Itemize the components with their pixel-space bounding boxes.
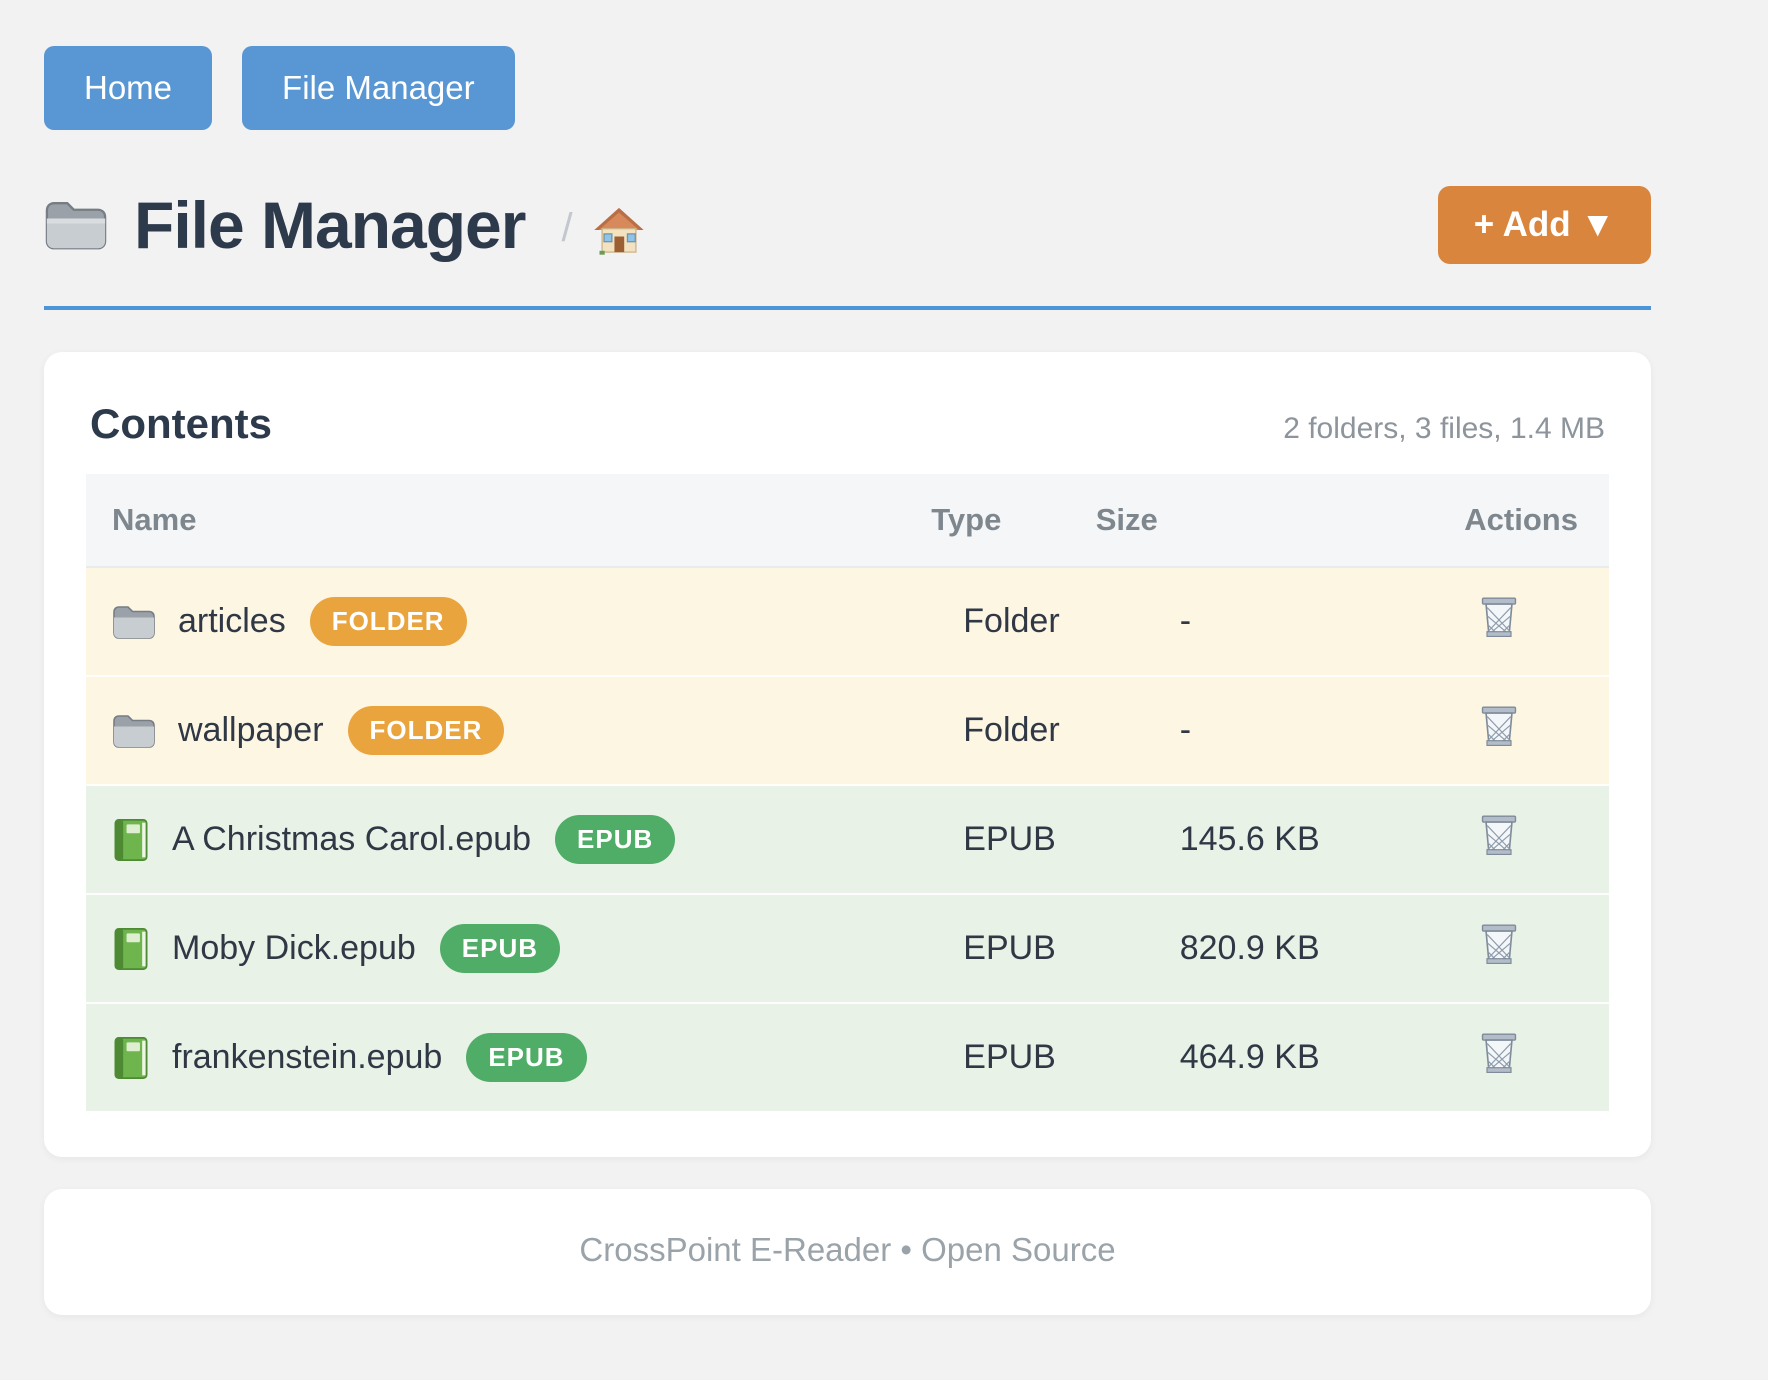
type-badge: EPUB — [466, 1033, 586, 1082]
table-row: Moby Dick.epub EPUB EPUB 820.9 KB — [86, 894, 1609, 1003]
table-row: wallpaper FOLDER Folder - — [86, 676, 1609, 785]
type-badge: FOLDER — [348, 706, 505, 755]
table-row: frankenstein.epub EPUB EPUB 464.9 KB — [86, 1003, 1609, 1111]
folder-icon — [44, 198, 108, 252]
breadcrumb-nav: Home File Manager — [44, 0, 1651, 130]
footer-card: CrossPoint E-Reader • Open Source — [44, 1189, 1651, 1315]
file-size: 145.6 KB — [1096, 785, 1465, 894]
green-book-icon — [112, 817, 150, 863]
file-size: - — [1096, 567, 1465, 676]
file-size: - — [1096, 676, 1465, 785]
breadcrumb-separator: / — [561, 206, 572, 251]
file-type: EPUB — [931, 1003, 1095, 1111]
contents-card-header: Contents 2 folders, 3 files, 1.4 MB — [86, 382, 1609, 474]
trash-icon — [1479, 812, 1519, 858]
trash-icon — [1479, 921, 1519, 967]
green-book-icon — [112, 926, 150, 972]
trash-icon — [1479, 703, 1519, 749]
file-type: EPUB — [931, 785, 1095, 894]
file-size: 820.9 KB — [1096, 894, 1465, 1003]
file-type: Folder — [931, 567, 1095, 676]
column-header-size: Size — [1096, 474, 1465, 567]
table-row: articles FOLDER Folder - — [86, 567, 1609, 676]
delete-button[interactable] — [1464, 703, 1519, 749]
table-header-row: Name Type Size Actions — [86, 474, 1609, 567]
file-type: EPUB — [931, 894, 1095, 1003]
file-name-link[interactable]: articles — [178, 602, 286, 641]
delete-button[interactable] — [1464, 594, 1519, 640]
delete-button[interactable] — [1464, 921, 1519, 967]
footer-text: CrossPoint E-Reader • Open Source — [44, 1231, 1651, 1269]
title-wrap: File Manager / — [44, 187, 645, 263]
folder-icon — [112, 713, 156, 749]
table-row: A Christmas Carol.epub EPUB EPUB 145.6 K… — [86, 785, 1609, 894]
contents-card: Contents 2 folders, 3 files, 1.4 MB Name… — [44, 352, 1651, 1157]
type-badge: FOLDER — [310, 597, 467, 646]
page-header: File Manager / + Add ▼ — [44, 186, 1651, 264]
column-header-name: Name — [86, 474, 931, 567]
delete-button[interactable] — [1464, 1030, 1519, 1076]
contents-summary: 2 folders, 3 files, 1.4 MB — [1283, 412, 1605, 446]
trash-icon — [1479, 594, 1519, 640]
file-size: 464.9 KB — [1096, 1003, 1465, 1111]
file-table: Name Type Size Actions articles FOLDER F — [86, 474, 1609, 1111]
file-type: Folder — [931, 676, 1095, 785]
delete-button[interactable] — [1464, 812, 1519, 858]
contents-heading: Contents — [90, 400, 272, 448]
file-name-link[interactable]: Moby Dick.epub — [172, 929, 416, 968]
trash-icon — [1479, 1030, 1519, 1076]
page: Home File Manager File Manager / — [44, 0, 1651, 1315]
add-button[interactable]: + Add ▼ — [1438, 186, 1651, 264]
title-divider — [44, 306, 1651, 310]
column-header-type: Type — [931, 474, 1095, 567]
file-name-link[interactable]: wallpaper — [178, 711, 324, 750]
folder-icon — [112, 604, 156, 640]
file-name-link[interactable]: frankenstein.epub — [172, 1038, 442, 1077]
page-title: File Manager — [134, 187, 525, 263]
type-badge: EPUB — [555, 815, 675, 864]
file-manager-button[interactable]: File Manager — [242, 46, 515, 130]
green-book-icon — [112, 1035, 150, 1081]
column-header-actions: Actions — [1464, 474, 1609, 567]
type-badge: EPUB — [440, 924, 560, 973]
home-button[interactable]: Home — [44, 46, 212, 130]
house-icon[interactable] — [593, 204, 645, 256]
file-name-link[interactable]: A Christmas Carol.epub — [172, 820, 531, 859]
